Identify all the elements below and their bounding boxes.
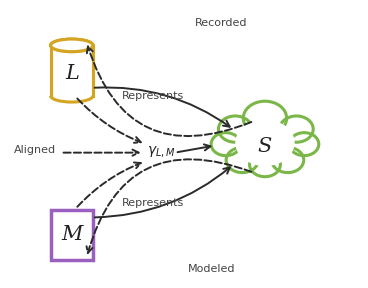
FancyArrowPatch shape — [77, 162, 141, 207]
Text: Aligned: Aligned — [14, 145, 56, 155]
FancyArrowPatch shape — [77, 98, 141, 143]
FancyArrowPatch shape — [86, 159, 251, 253]
Circle shape — [219, 116, 252, 142]
Circle shape — [280, 116, 313, 142]
FancyArrowPatch shape — [64, 149, 139, 156]
Text: M: M — [61, 225, 82, 244]
Text: S: S — [258, 137, 272, 156]
Text: Recorded: Recorded — [195, 18, 247, 28]
Bar — [51, 210, 93, 260]
Ellipse shape — [51, 39, 93, 52]
Circle shape — [243, 101, 287, 135]
Text: Represents: Represents — [121, 198, 184, 208]
Bar — [51, 45, 93, 96]
Circle shape — [250, 153, 280, 177]
FancyArrowPatch shape — [87, 46, 251, 136]
FancyArrowPatch shape — [95, 88, 230, 127]
Circle shape — [272, 147, 304, 173]
FancyArrowPatch shape — [177, 144, 210, 152]
Text: Represents: Represents — [121, 92, 184, 101]
Circle shape — [226, 147, 258, 173]
Text: $\gamma_{L,M}$: $\gamma_{L,M}$ — [147, 145, 176, 160]
Circle shape — [211, 133, 240, 156]
Circle shape — [289, 133, 319, 156]
Text: Modeled: Modeled — [188, 264, 236, 274]
FancyArrowPatch shape — [95, 167, 230, 217]
Ellipse shape — [51, 39, 93, 52]
Circle shape — [235, 120, 295, 166]
Text: L: L — [65, 64, 79, 83]
